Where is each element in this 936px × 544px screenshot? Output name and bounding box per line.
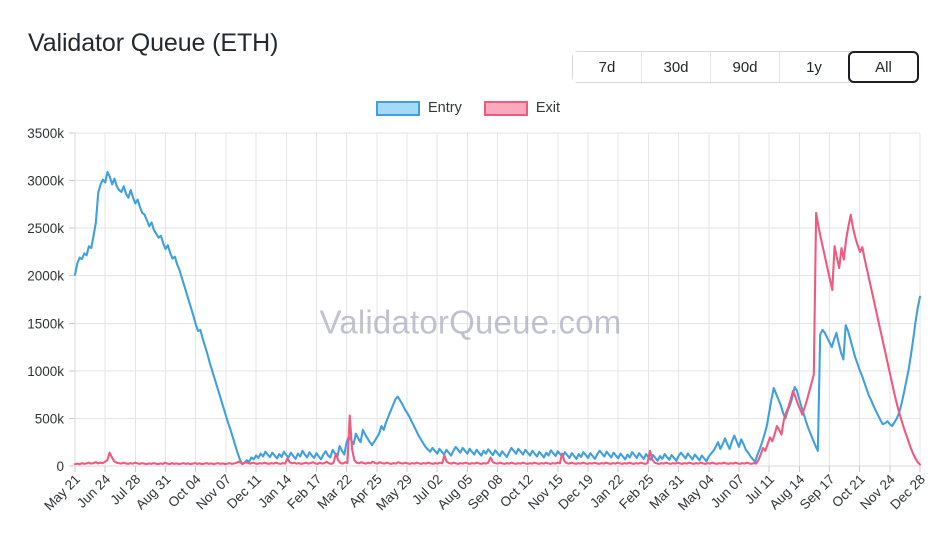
x-tick-label: May 21 xyxy=(41,472,83,514)
range-button-all[interactable]: All xyxy=(848,51,919,83)
validator-queue-line-chart[interactable]: 0 500k 1000k 1500k 2000k 2500k 3000k 3500k Vali… xyxy=(0,118,936,544)
legend-label-exit: Exit xyxy=(535,100,560,116)
legend-label-entry: Entry xyxy=(427,100,462,116)
y-tick-label: 2500k xyxy=(27,221,64,236)
watermark-text: ValidatorQueue.com xyxy=(320,303,622,340)
range-button-7d[interactable]: 7d xyxy=(573,52,642,82)
range-button-30d[interactable]: 30d xyxy=(642,52,711,82)
x-tick-label: Jun 07 xyxy=(708,472,747,511)
series-line-entry xyxy=(73,170,922,466)
page-title: Validator Queue (ETH) xyxy=(28,28,279,57)
range-button-1y[interactable]: 1y xyxy=(780,52,849,82)
series-layer xyxy=(73,170,922,466)
y-tick-label: 2000k xyxy=(27,269,64,284)
x-tick-label: Dec 11 xyxy=(224,472,264,512)
y-tick-label: 0 xyxy=(56,459,64,474)
legend-item-exit[interactable]: Exit xyxy=(483,100,560,116)
series-line-exit xyxy=(73,211,922,466)
legend-swatch-exit-icon xyxy=(483,100,528,116)
y-tick-label: 500k xyxy=(35,411,65,426)
chart-area: 0 500k 1000k 1500k 2000k 2500k 3000k 3500k Vali… xyxy=(0,118,936,544)
chart-legend: Entry Exit xyxy=(0,100,936,116)
range-button-90d[interactable]: 90d xyxy=(711,52,780,82)
y-tick-label: 3000k xyxy=(27,174,64,189)
y-tick-label: 1000k xyxy=(27,364,64,379)
time-range-selector[interactable]: 7d 30d 90d 1y All xyxy=(572,51,919,83)
legend-swatch-entry-icon xyxy=(375,100,420,116)
y-axis-labels: 0 500k 1000k 1500k 2000k 2500k 3000k 3500k xyxy=(27,126,64,474)
y-tick-label: 1500k xyxy=(27,316,64,331)
x-tick-label: Mar 22 xyxy=(314,472,354,512)
legend-item-entry[interactable]: Entry xyxy=(375,100,462,116)
grid-layer xyxy=(69,132,921,472)
x-tick-label: Jun 24 xyxy=(74,471,114,511)
y-tick-label: 3500k xyxy=(27,126,64,141)
chart-watermark: ValidatorQueue.com xyxy=(320,303,622,340)
